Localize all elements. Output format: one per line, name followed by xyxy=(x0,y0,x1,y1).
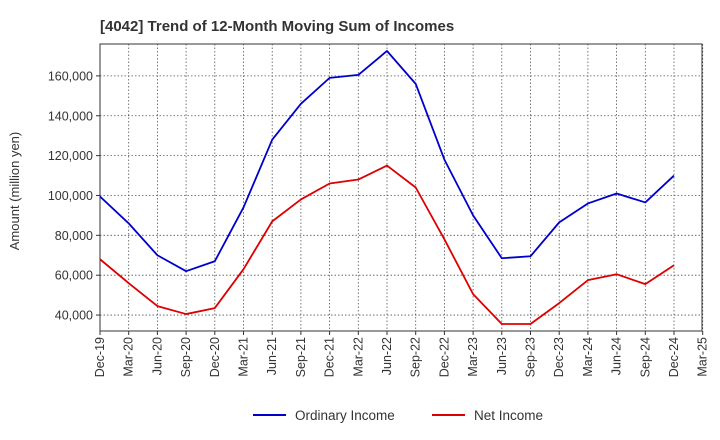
x-tick-label: Sep-20 xyxy=(179,337,193,377)
x-tick-label: Mar-21 xyxy=(237,337,251,377)
x-tick-label: Jun-22 xyxy=(380,337,394,375)
y-tick-label: 140,000 xyxy=(48,109,93,123)
y-tick-label: 60,000 xyxy=(55,269,93,283)
y-tick-label: 120,000 xyxy=(48,149,93,163)
x-tick-label: Dec-21 xyxy=(323,337,337,377)
x-tick-label: Dec-24 xyxy=(667,337,681,377)
x-tick-label: Mar-23 xyxy=(466,337,480,377)
y-tick-label: 40,000 xyxy=(55,309,93,323)
y-tick-label: 160,000 xyxy=(48,69,93,83)
x-tick-label: Jun-21 xyxy=(265,337,279,375)
legend-label: Net Income xyxy=(474,408,543,423)
y-axis: 40,000 60,000 80,000 100,000 120,000 140,000 1… xyxy=(48,69,100,323)
x-tick-label: Jun-23 xyxy=(495,337,509,375)
x-tick-label: Dec-22 xyxy=(437,337,451,377)
x-tick-label: Mar-25 xyxy=(696,337,710,377)
chart-title: [4042] Trend of 12-Month Moving Sum of I… xyxy=(100,18,454,35)
x-tick-label: Jun-24 xyxy=(610,337,624,375)
x-tick-label: Mar-24 xyxy=(581,337,595,377)
x-axis: Dec-19 Mar-20 Jun-20 Sep-20 Dec-20 Mar-21 Jun-… xyxy=(93,331,710,377)
x-tick-label: Sep-23 xyxy=(524,337,538,377)
y-tick-label: 80,000 xyxy=(55,229,93,243)
y-tick-label: 100,000 xyxy=(48,189,93,203)
grid xyxy=(100,44,704,331)
x-tick-label: Dec-23 xyxy=(552,337,566,377)
x-tick-label: Jun-20 xyxy=(150,337,164,375)
legend-label: Ordinary Income xyxy=(295,408,395,423)
series-group xyxy=(99,50,675,325)
x-tick-label: Sep-24 xyxy=(638,337,652,377)
legend: Ordinary Income Net Income xyxy=(253,408,543,423)
x-tick-label: Dec-20 xyxy=(208,337,222,377)
y-axis-label: Amount (million yen) xyxy=(7,132,22,251)
x-tick-label: Mar-20 xyxy=(122,337,136,377)
series-line-net-income xyxy=(99,164,675,325)
x-tick-label: Sep-22 xyxy=(409,337,423,377)
plot-area xyxy=(99,43,703,332)
x-tick-label: Dec-19 xyxy=(93,337,107,377)
series-line-ordinary-income xyxy=(99,50,675,273)
x-tick-label: Mar-22 xyxy=(351,337,365,377)
x-tick-label: Sep-21 xyxy=(294,337,308,377)
